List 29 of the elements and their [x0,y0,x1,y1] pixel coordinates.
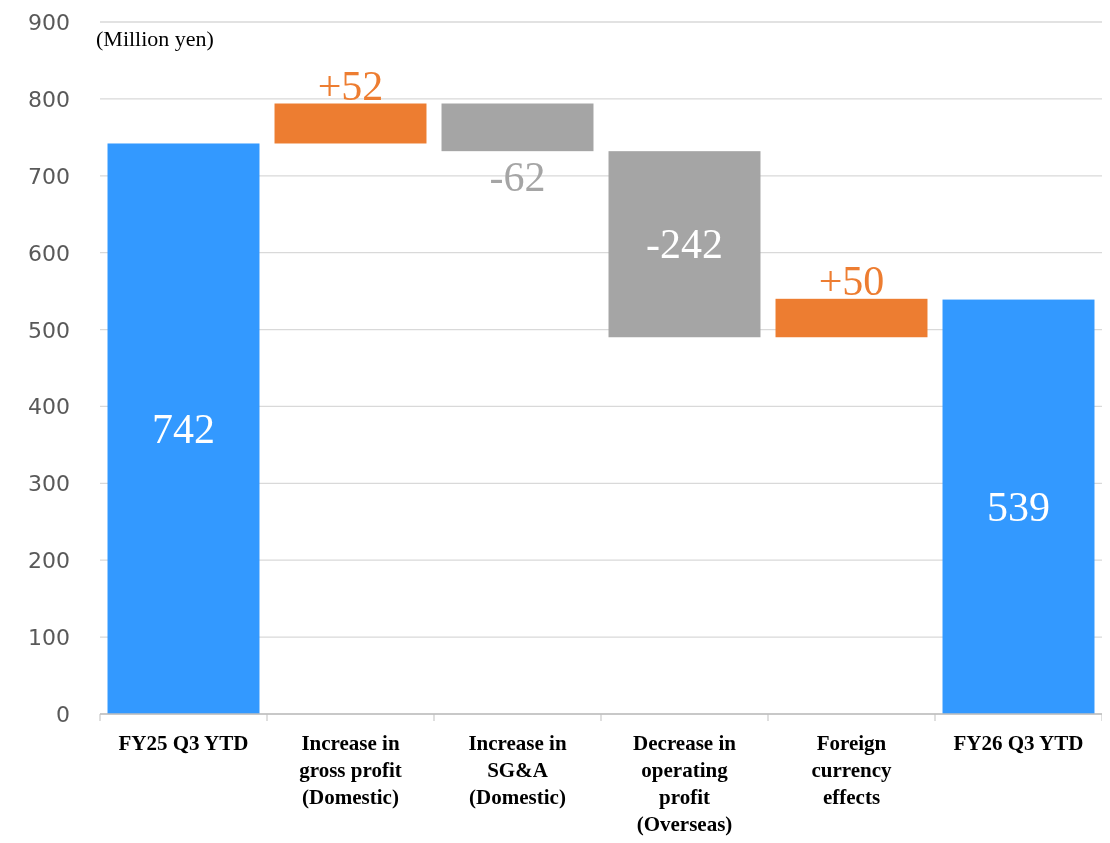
y-tick-label: 600 [28,240,70,266]
y-tick-label: 300 [28,471,70,497]
bar [274,103,427,144]
x-tick-label: FY26 Q3 YTD [953,731,1084,755]
y-tick-label: 800 [28,86,70,112]
y-tick-label: 400 [28,394,70,420]
y-tick-label: 700 [28,163,70,189]
y-tick-label: 500 [28,317,70,343]
bar [775,298,928,338]
x-tick-label: Increase in SG&A (Domestic) [468,731,567,809]
y-tick-label: 900 [28,10,70,35]
x-tick-label: Increase in gross profit (Domestic) [299,731,402,809]
bar [441,103,594,152]
data-label: +50 [818,257,885,304]
bar [942,299,1095,714]
x-tick-label: Decrease in operating profit (Overseas) [633,731,737,836]
y-tick-label: 100 [28,625,70,651]
data-label: -62 [489,154,546,201]
bar [608,151,761,338]
data-label: +52 [317,62,384,109]
data-label: 539 [987,483,1050,530]
x-tick-label: Foreign currency effects [811,731,893,809]
y-tick-label: 200 [28,548,70,574]
x-tick-label: FY25 Q3 YTD [118,731,249,755]
data-label: 742 [152,405,215,452]
data-label: -242 [646,221,723,268]
y-tick-label: 0 [56,702,70,727]
annotation: (Million yen) [96,26,214,51]
bar [107,143,260,714]
